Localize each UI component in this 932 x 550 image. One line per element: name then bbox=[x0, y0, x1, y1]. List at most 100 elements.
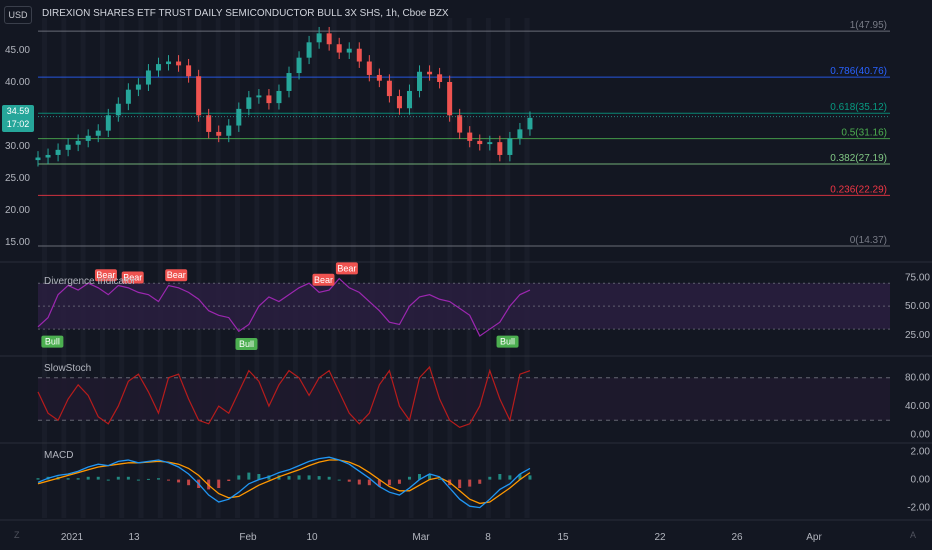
time-axis-tick: 26 bbox=[731, 532, 743, 543]
macd-histogram-bar bbox=[478, 479, 482, 484]
candle bbox=[386, 80, 392, 97]
bear-signal-label: Bear bbox=[314, 275, 333, 285]
candle bbox=[45, 154, 51, 158]
macd-histogram-bar bbox=[428, 474, 432, 480]
macd-histogram-bar bbox=[106, 479, 110, 481]
session-stripe bbox=[177, 18, 183, 518]
candle bbox=[457, 115, 463, 133]
macd-histogram-bar bbox=[136, 479, 140, 481]
macd-histogram-bar bbox=[187, 479, 191, 486]
price-axis-tick: 45.00 bbox=[5, 45, 30, 56]
macd-histogram-bar bbox=[498, 474, 502, 480]
macd-histogram-bar bbox=[217, 479, 221, 488]
price-axis-tick: 30.00 bbox=[5, 141, 30, 152]
candle bbox=[95, 130, 101, 136]
candle bbox=[75, 140, 81, 145]
macd-histogram-bar bbox=[76, 478, 80, 480]
candle bbox=[216, 131, 222, 136]
session-stripe bbox=[312, 18, 318, 518]
candle bbox=[437, 74, 443, 82]
bull-signal-badge bbox=[235, 337, 258, 350]
price-axis-tick: 40.00 bbox=[5, 77, 30, 88]
time-axis-tick: 8 bbox=[485, 532, 491, 543]
price-axis-tick: 25.00 bbox=[5, 173, 30, 184]
candle bbox=[527, 117, 533, 130]
session-stripe bbox=[196, 18, 202, 518]
fib-level-label: 0.5(31.16) bbox=[841, 128, 887, 139]
candle bbox=[396, 96, 402, 109]
bull-signal-label: Bull bbox=[45, 337, 60, 347]
macd-histogram-bar bbox=[337, 479, 341, 481]
time-axis-tick: 22 bbox=[654, 532, 666, 543]
macd-histogram-bar bbox=[518, 474, 522, 480]
auto-scale-icon[interactable]: A bbox=[910, 530, 917, 540]
slowstoch-band bbox=[38, 377, 890, 421]
candle bbox=[125, 89, 131, 104]
candle bbox=[246, 97, 252, 109]
macd-histogram-bar bbox=[418, 474, 422, 480]
session-stripe bbox=[292, 18, 298, 518]
session-stripe bbox=[215, 18, 221, 518]
candle bbox=[55, 149, 61, 155]
macd-axis-tick: 2.00 bbox=[911, 447, 931, 458]
candle bbox=[507, 138, 513, 155]
macd-histogram-bar bbox=[227, 479, 231, 481]
time-axis-tick: Feb bbox=[239, 532, 257, 543]
macd-histogram-bar bbox=[438, 478, 442, 480]
macd-pane-title: MACD bbox=[44, 450, 74, 461]
bull-signal-label: Bull bbox=[500, 337, 515, 347]
fib-level-label: 0.618(35.12) bbox=[830, 102, 887, 113]
candle bbox=[166, 61, 172, 65]
macd-histogram-bar bbox=[267, 475, 271, 480]
session-stripe bbox=[331, 18, 337, 518]
divergence-axis-tick: 25.00 bbox=[905, 330, 930, 341]
time-axis-tick: Mar bbox=[412, 532, 430, 543]
time-axis-tick: 13 bbox=[128, 532, 140, 543]
bull-signal-badge bbox=[496, 335, 519, 348]
candle bbox=[477, 140, 483, 145]
fib-level-label: 0.786(40.76) bbox=[830, 66, 887, 77]
divergence-pane-title: Divergence Indicator bbox=[44, 276, 136, 287]
bear-signal-badge bbox=[312, 273, 335, 286]
macd-histogram-bar bbox=[488, 476, 492, 480]
fib-level-label: 1(47.95) bbox=[850, 20, 887, 31]
last-price-value: 34.59 bbox=[6, 105, 30, 116]
macd-histogram-bar bbox=[247, 472, 251, 480]
macd-histogram-bar bbox=[66, 478, 70, 480]
last-price-tag: 34.59 17:02 bbox=[2, 104, 34, 132]
session-stripe bbox=[119, 18, 125, 518]
slowstoch-axis-tick: 0.00 bbox=[911, 429, 931, 440]
macd-histogram-bar bbox=[36, 478, 40, 480]
macd-histogram-bar bbox=[167, 479, 171, 481]
candle bbox=[115, 103, 121, 116]
price-axis-tick: 20.00 bbox=[5, 205, 30, 216]
candle bbox=[296, 57, 302, 74]
candle bbox=[206, 115, 212, 132]
candle bbox=[256, 95, 262, 98]
candle bbox=[356, 48, 362, 62]
bear-signal-label: Bear bbox=[337, 263, 356, 273]
macd-histogram-bar bbox=[317, 476, 321, 480]
macd-signal-line bbox=[37, 459, 531, 505]
zoom-icon[interactable]: Z bbox=[14, 530, 20, 540]
divergence-axis-tick: 50.00 bbox=[905, 301, 930, 312]
session-stripe bbox=[138, 18, 144, 518]
session-stripe bbox=[485, 18, 491, 518]
macd-histogram-bar bbox=[458, 479, 462, 488]
macd-axis-tick: -2.00 bbox=[907, 503, 930, 514]
divergence-line bbox=[37, 277, 531, 337]
macd-histogram-bar bbox=[287, 476, 291, 480]
candle bbox=[427, 71, 433, 75]
currency-badge[interactable]: USD bbox=[4, 6, 32, 24]
macd-histogram-bar bbox=[508, 475, 512, 480]
session-stripe bbox=[157, 18, 163, 518]
time-axis-tick: Apr bbox=[806, 532, 822, 543]
candle bbox=[376, 74, 382, 81]
price-axis-tick: 15.00 bbox=[5, 237, 30, 248]
session-stripe bbox=[235, 18, 240, 518]
bear-signal-label: Bear bbox=[167, 270, 186, 280]
candle bbox=[85, 135, 91, 141]
candle bbox=[487, 142, 493, 145]
